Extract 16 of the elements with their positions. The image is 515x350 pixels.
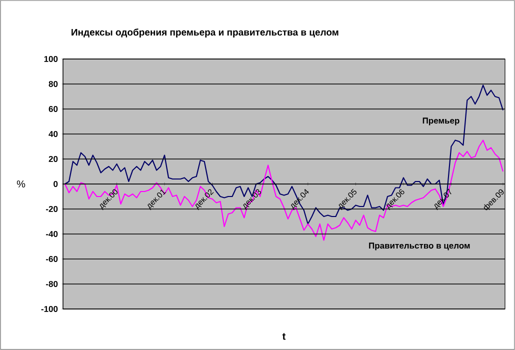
y-tick-label: -40	[46, 230, 58, 237]
y-axis-title: %	[16, 180, 26, 188]
x-axis-title: t	[282, 333, 286, 340]
y-tick-label: -60	[46, 256, 58, 262]
y-tick-label: -20	[46, 206, 58, 212]
series-label: Правительство в целом	[369, 242, 470, 250]
chart-title: Индексы одобрения премьера и правительства в целом	[72, 28, 338, 38]
y-tick-label: 0	[54, 180, 58, 187]
y-tick-label: 100	[44, 56, 58, 62]
y-tick-label: 60	[48, 106, 58, 112]
y-tick-label: -100	[41, 306, 58, 312]
y-tick-label: -80	[46, 280, 58, 287]
series-label: Премьер	[422, 118, 460, 126]
y-tick-label: 40	[48, 130, 58, 137]
y-tick-label: 20	[48, 156, 58, 162]
y-tick-label: 80	[48, 80, 58, 87]
